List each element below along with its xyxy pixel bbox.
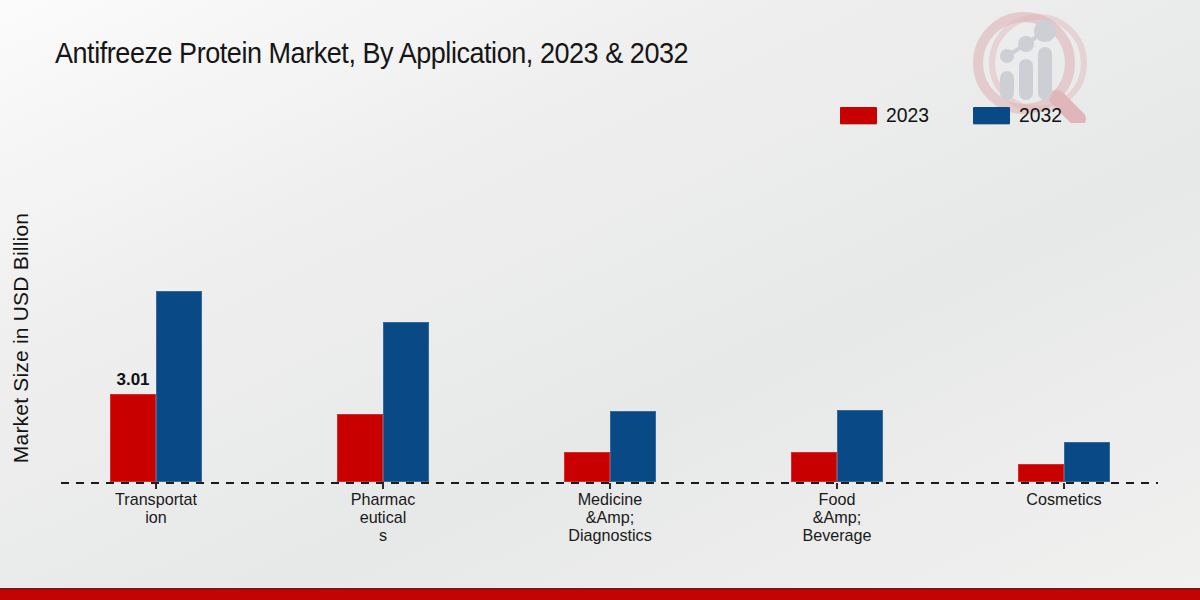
bar-2023-cosmetics xyxy=(1018,464,1064,482)
chart-plot: Transportat ion Pharmac eutical s Medicine… xyxy=(0,0,1200,600)
bar-2032-pharmaceuticals xyxy=(383,322,429,482)
bar-2023-pharmaceuticals xyxy=(337,414,383,482)
legend-item-2023: 2023 xyxy=(840,103,933,127)
bar-2032-medicine-amp-diagnostics xyxy=(610,411,656,482)
category-label-medicine-amp-diagnostics: Medicine &Amp; Diagnostics xyxy=(534,491,686,545)
legend-swatch-2023 xyxy=(840,107,877,124)
legend: 2023 2032 xyxy=(840,103,1065,127)
bar-value-label: 3.01 xyxy=(116,370,149,390)
category-label-transportation: Transportat ion xyxy=(80,491,232,527)
legend-item-2032: 2032 xyxy=(973,103,1066,127)
legend-label-2023: 2023 xyxy=(886,103,929,127)
x-axis-tick xyxy=(1063,483,1065,489)
chart-canvas: Antifreeze Protein Market, By Applicatio… xyxy=(0,0,1200,600)
bar-2023-medicine-amp-diagnostics xyxy=(564,452,610,482)
bar-2023-transportation xyxy=(110,394,156,482)
x-axis-tick xyxy=(836,483,838,489)
bar-2032-transportation xyxy=(156,291,202,482)
category-label-food-amp-beverage: Food &Amp; Beverage xyxy=(761,491,913,545)
bar-2023-food-amp-beverage xyxy=(791,452,837,482)
legend-swatch-2032 xyxy=(973,107,1010,124)
category-label-pharmaceuticals: Pharmac eutical s xyxy=(307,491,459,545)
legend-label-2032: 2032 xyxy=(1019,103,1062,127)
x-axis-tick xyxy=(382,483,384,489)
x-axis-tick xyxy=(609,483,611,489)
bar-2032-food-amp-beverage xyxy=(837,410,883,482)
x-axis-tick xyxy=(155,483,157,489)
bar-2032-cosmetics xyxy=(1064,442,1110,482)
category-label-cosmetics: Cosmetics xyxy=(988,491,1140,509)
